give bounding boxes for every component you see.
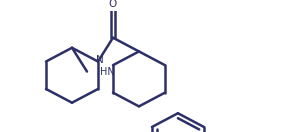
Text: N: N [96, 55, 104, 65]
Text: O: O [109, 0, 117, 9]
Text: HN: HN [100, 67, 114, 77]
